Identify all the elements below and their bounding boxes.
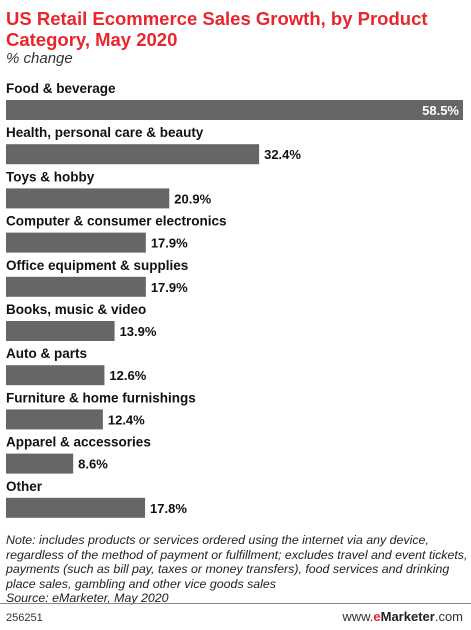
chart-subtitle: % change	[6, 50, 73, 67]
brand-suffix: .com	[434, 609, 463, 624]
bar	[6, 100, 463, 120]
bar	[6, 321, 115, 341]
category-label: Computer & consumer electronics	[6, 214, 227, 229]
bar	[6, 365, 105, 386]
value-label: 32.4%	[264, 147, 301, 162]
category-label: Furniture & home furnishings	[6, 390, 196, 405]
category-label: Food & beverage	[6, 81, 116, 96]
value-label: 17.9%	[151, 236, 188, 251]
value-label: 17.9%	[151, 280, 188, 295]
chart-id: 256251	[6, 612, 43, 624]
brand-logo: www.eMarketer.com	[342, 609, 463, 624]
brand-name: Marketer	[380, 609, 435, 624]
bar	[6, 497, 146, 518]
note-text: Note: includes products or services orde…	[6, 533, 468, 591]
category-label: Apparel & accessories	[6, 435, 151, 450]
value-label: 13.9%	[120, 324, 157, 339]
brand-accent: e	[373, 609, 381, 624]
value-label: 17.8%	[150, 501, 187, 516]
chart-footnote: Note: includes products or services orde…	[6, 533, 468, 606]
category-label: Health, personal care & beauty	[6, 125, 204, 140]
value-label: 20.9%	[174, 191, 211, 206]
value-label: 12.6%	[109, 368, 146, 383]
category-label: Office equipment & supplies	[6, 258, 188, 273]
bar	[6, 144, 260, 165]
bar	[6, 188, 170, 209]
bar	[6, 276, 146, 297]
chart-title: US Retail Ecommerce Sales Growth, by Pro…	[6, 8, 428, 50]
category-label: Books, music & video	[6, 302, 146, 317]
bar	[6, 232, 146, 253]
category-label: Other	[6, 479, 43, 494]
source-text: Source: eMarketer, May 2020	[6, 591, 169, 606]
value-label: 58.5%	[422, 103, 459, 118]
bar	[6, 453, 74, 474]
value-label: 8.6%	[78, 457, 108, 472]
category-label: Toys & hobby	[6, 169, 95, 184]
bar-chart: Food & beverage 58.5% Health, personal car…	[6, 81, 463, 518]
footer-divider	[0, 603, 471, 604]
brand-prefix: www.	[342, 609, 374, 624]
category-label: Auto & parts	[6, 346, 87, 361]
bar	[6, 409, 103, 430]
value-label: 12.4%	[108, 412, 145, 427]
